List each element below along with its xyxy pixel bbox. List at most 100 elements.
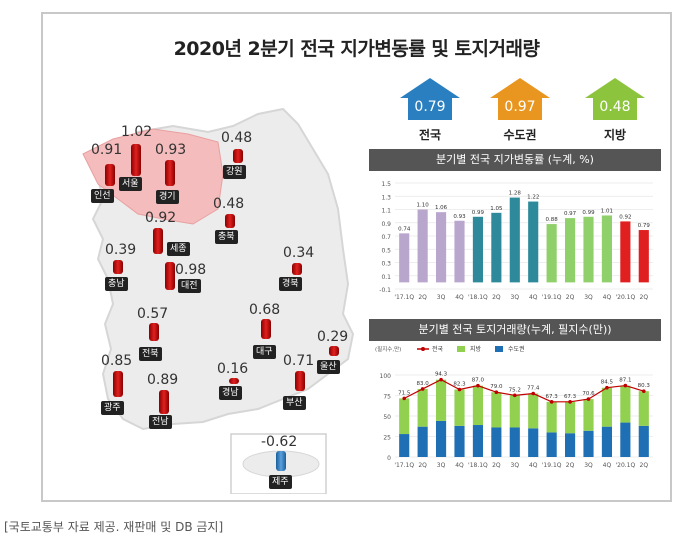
x-tick-label: 3Q	[511, 462, 520, 469]
region-value-7: 0.98	[175, 262, 207, 278]
y-tick-label: -0.1	[379, 287, 391, 294]
x-tick-label: 3Q	[437, 294, 446, 301]
region-bar-14	[229, 378, 239, 384]
summary-house-2: 0.48	[585, 78, 645, 120]
rate-bar	[417, 209, 428, 283]
rate-bar	[638, 230, 649, 283]
legend-swatch	[457, 346, 465, 352]
x-tick-label: '19.1Q	[542, 462, 562, 469]
capital-bar	[583, 430, 594, 457]
y-tick-label: 0.7	[381, 234, 391, 241]
capital-bar	[638, 425, 649, 457]
rate-bar	[583, 216, 594, 283]
region-bar-10	[261, 319, 271, 339]
footer-note: [국토교통부 자료 제공. 재판매 및 DB 금지]	[4, 520, 224, 534]
volume-label: 77.4	[527, 386, 540, 392]
capital-bar	[620, 422, 631, 457]
total-point	[605, 385, 609, 390]
rate-bar	[546, 224, 557, 283]
volume-label: 75.2	[509, 387, 521, 393]
total-point	[476, 383, 480, 388]
rate-bar	[472, 216, 483, 283]
volume-label: 80.3	[638, 383, 651, 389]
y-tick-label: 1.1	[381, 208, 391, 215]
y-tick-label: 0.1	[381, 274, 391, 281]
rate-bar-label: 0.74	[398, 226, 411, 232]
summary-value: 0.97	[504, 99, 535, 115]
total-point	[568, 400, 572, 404]
x-tick-label: 3Q	[584, 294, 593, 301]
rate-bar-label: 1.22	[527, 195, 539, 201]
region-bar-13	[159, 390, 169, 414]
rate-bar-label: 0.99	[472, 210, 485, 216]
region-label-11: 울산	[317, 360, 340, 374]
region-label-5: 충북	[215, 230, 238, 244]
total-point	[439, 377, 443, 382]
x-tick-label: 4Q	[603, 462, 612, 469]
total-point	[641, 389, 646, 393]
house-shape	[490, 78, 550, 120]
rate-bar	[565, 218, 576, 283]
region-value-16: -0.62	[261, 434, 298, 450]
capital-bar	[528, 428, 539, 457]
y-tick-label: 50	[383, 414, 391, 421]
legend-swatch	[495, 346, 503, 352]
region-value-5: 0.48	[213, 196, 245, 212]
total-line	[403, 378, 644, 403]
local-bar	[417, 388, 428, 427]
x-tick-label: 4Q	[529, 462, 538, 469]
region-value-8: 0.34	[283, 245, 315, 261]
x-tick-label: 2Q	[418, 462, 427, 469]
summary-label: 지방	[603, 128, 627, 142]
total-point	[494, 390, 499, 395]
region-value-15: 0.71	[283, 353, 315, 369]
house-shape	[585, 78, 645, 120]
rate-bar	[454, 220, 465, 283]
region-value-12: 0.85	[101, 353, 133, 369]
rate-bar-label: 0.92	[619, 214, 631, 220]
region-value-1: 1.02	[121, 124, 153, 140]
region-value-13: 0.89	[147, 372, 179, 388]
x-tick-label: 2Q	[640, 462, 649, 469]
region-bar-2	[165, 160, 175, 186]
y-tick-label: 0.9	[381, 221, 391, 228]
rate-chart: 1.5 1.3 1.1 0.9 0.7 0.5 0.3 0.1 -0.1 0.74 '17.1Q 1.…	[379, 181, 653, 301]
page-title: 2020년 2분기 전국 지가변동률 및 토지거래량	[173, 38, 540, 60]
local-bar	[583, 399, 594, 431]
local-bar	[399, 398, 410, 435]
x-tick-label: '18.1Q	[468, 294, 488, 301]
region-label-4: 세종	[167, 242, 190, 256]
region-bar-16	[276, 451, 286, 471]
local-bar	[472, 385, 483, 426]
region-label-8: 경북	[279, 277, 302, 291]
legend-label: 전국	[432, 345, 444, 353]
legend-swatch-dot	[421, 347, 425, 351]
rate-bar	[509, 197, 520, 283]
region-value-2: 0.93	[155, 142, 187, 158]
region-bar-12	[113, 371, 123, 397]
rate-bar	[601, 215, 612, 283]
volume-label: 71.5	[398, 390, 411, 396]
local-bar	[436, 379, 447, 421]
capital-bar	[454, 425, 465, 457]
region-label-10: 대구	[253, 345, 276, 359]
x-tick-label: '17.1Q	[394, 294, 414, 301]
rate-bar-label: 1.10	[417, 203, 430, 209]
volume-label: 67.3	[546, 394, 559, 400]
region-value-0: 0.91	[91, 142, 123, 158]
region-label-16: 제주	[269, 475, 292, 489]
y-tick-label: 75	[383, 394, 391, 401]
summary-value: 0.48	[599, 99, 630, 115]
total-point	[512, 393, 517, 398]
x-tick-label: 2Q	[418, 294, 427, 301]
rate-bar	[528, 201, 539, 283]
region-label-12: 광주	[101, 401, 124, 415]
region-label-0: 인선	[91, 189, 114, 203]
region-bar-4	[153, 228, 163, 254]
summary-label: 수도권	[503, 128, 537, 142]
x-tick-label: 4Q	[455, 462, 464, 469]
region-value-3: 0.48	[221, 130, 253, 146]
summary-label: 전국	[418, 128, 442, 142]
legend-label: 지방	[470, 345, 482, 353]
rate-bar	[491, 212, 502, 283]
